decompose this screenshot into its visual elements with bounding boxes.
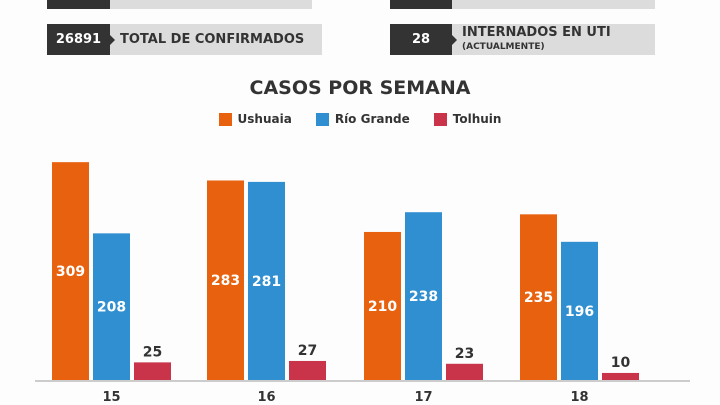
legend-item-tolhuin: Tolhuin bbox=[433, 112, 502, 126]
legend-item-rio-grande: Río Grande bbox=[315, 112, 410, 126]
x-tick-label: 15 bbox=[102, 390, 120, 405]
data-label: 210 bbox=[368, 299, 397, 315]
x-tick-label: 16 bbox=[257, 390, 275, 405]
data-label: 208 bbox=[97, 300, 126, 316]
legend-swatch bbox=[218, 112, 232, 126]
legend-item-ushuaia: Ushuaia bbox=[218, 112, 292, 126]
stat-label: TOTAL DE CONFIRMADOS bbox=[120, 31, 305, 47]
data-label: 10 bbox=[611, 355, 631, 371]
stat-box-partial bbox=[390, 0, 655, 9]
stat-value: 28 bbox=[390, 24, 457, 55]
data-label: 25 bbox=[143, 344, 162, 360]
data-label: 238 bbox=[409, 289, 438, 305]
legend-label: Ushuaia bbox=[237, 112, 292, 126]
x-tick-label: 18 bbox=[570, 390, 588, 405]
stat-value: 26891 bbox=[47, 24, 115, 55]
data-label: 309 bbox=[56, 264, 85, 280]
bar-tolhuin-17 bbox=[446, 363, 483, 380]
data-label: 23 bbox=[455, 346, 474, 362]
bar-río-grande-18 bbox=[561, 241, 598, 380]
legend: Ushuaia Río Grande Tolhuin bbox=[0, 112, 720, 126]
stat-value bbox=[47, 0, 110, 9]
data-label: 235 bbox=[524, 290, 553, 306]
data-label: 281 bbox=[252, 274, 281, 290]
stat-box-partial bbox=[47, 0, 312, 9]
bar-río-grande-16 bbox=[248, 181, 285, 380]
stat-total-confirmados: 26891 TOTAL DE CONFIRMADOS bbox=[47, 24, 322, 55]
chart-title: CASOS POR SEMANA bbox=[249, 77, 471, 99]
stat-label-main: INTERNADOS EN UTI bbox=[462, 24, 611, 40]
bar-ushuaia-15 bbox=[52, 162, 89, 380]
stat-sublabel: (ACTUALMENTE) bbox=[462, 41, 545, 52]
bar-ushuaia-18 bbox=[520, 214, 557, 380]
stat-value bbox=[390, 0, 452, 9]
x-tick-label: 17 bbox=[414, 390, 432, 405]
bar-ushuaia-16 bbox=[207, 180, 244, 380]
bar-río-grande-17 bbox=[405, 212, 442, 380]
legend-label: Río Grande bbox=[334, 112, 410, 126]
bar-tolhuin-16 bbox=[289, 360, 326, 380]
stat-label: INTERNADOS EN UTI (ACTUALMENTE) bbox=[452, 24, 611, 54]
bar-ushuaia-17 bbox=[364, 231, 401, 380]
legend-swatch bbox=[433, 112, 447, 126]
data-label: 196 bbox=[565, 304, 594, 320]
bar-tolhuin-15 bbox=[134, 362, 171, 380]
data-label: 27 bbox=[298, 343, 317, 359]
stat-internados-uti: 28 INTERNADOS EN UTI (ACTUALMENTE) bbox=[390, 24, 655, 55]
bar-río-grande-15 bbox=[93, 233, 130, 380]
legend-label: Tolhuin bbox=[452, 112, 502, 126]
bar-tolhuin-18 bbox=[602, 372, 639, 380]
data-label: 283 bbox=[211, 273, 240, 289]
legend-swatch bbox=[315, 112, 329, 126]
